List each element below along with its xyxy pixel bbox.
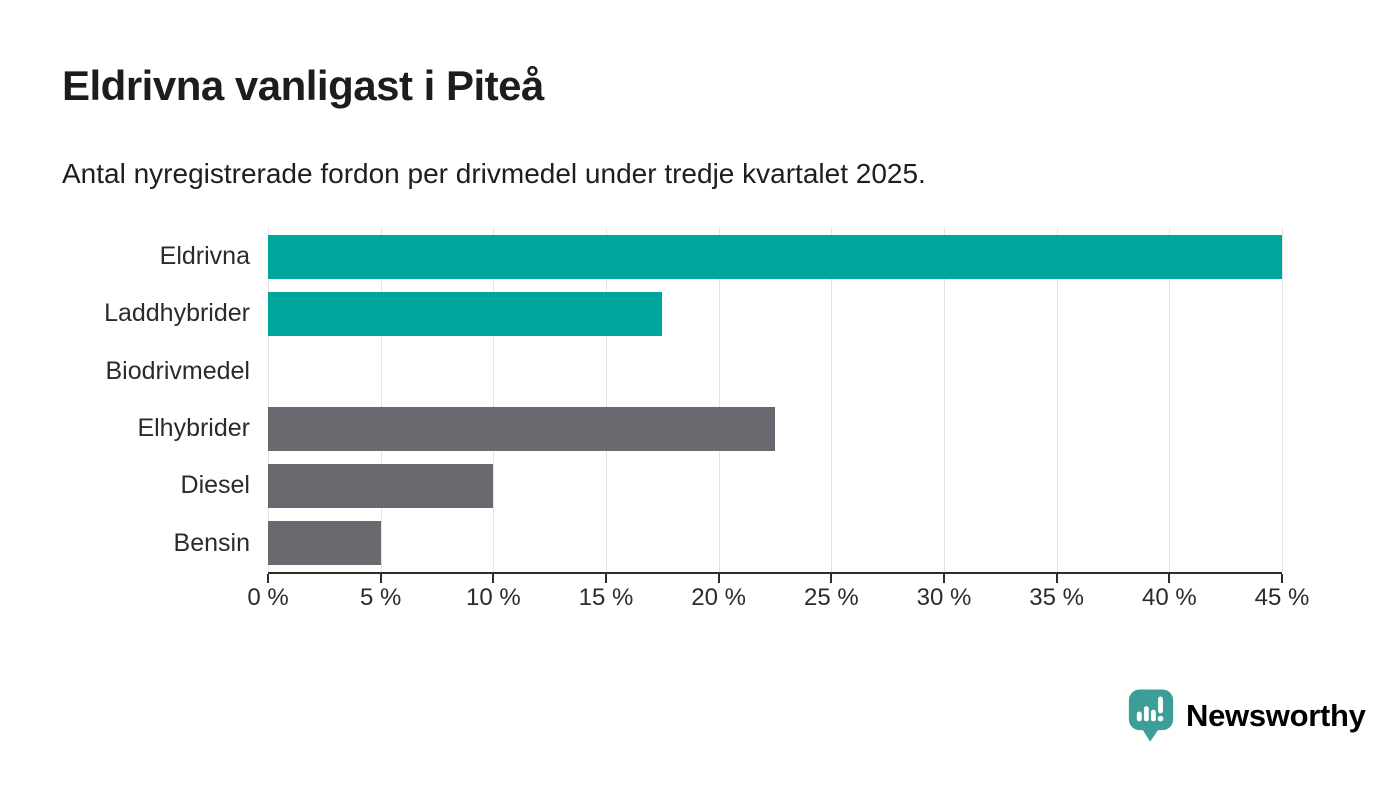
x-tick-label: 0 % xyxy=(247,584,289,611)
x-tick-label: 20 % xyxy=(691,584,747,611)
bar-row xyxy=(268,228,1282,285)
bar-diesel xyxy=(268,463,494,508)
bar-row xyxy=(268,515,1282,572)
category-labels: Eldrivna Laddhybrider Biodrivmedel Elhybrid… xyxy=(0,228,250,572)
x-axis-labels: 0 % 5 % 10 % 15 % 20 % 25 % 30 % 35 % 40 % 45 % xyxy=(247,584,1309,616)
x-tick-label: 40 % xyxy=(1141,584,1197,611)
bar-elhybrider xyxy=(268,406,775,451)
category-label-bensin: Bensin xyxy=(173,528,250,557)
axis-tick xyxy=(830,574,833,583)
x-tick-label: 30 % xyxy=(916,584,972,611)
grid-layer xyxy=(267,228,1283,583)
category-label-laddhybrider: Laddhybrider xyxy=(104,299,250,328)
bar-eldrivna xyxy=(268,234,1282,279)
category-label-diesel: Diesel xyxy=(180,471,250,500)
bar-row xyxy=(268,457,1282,514)
gridline xyxy=(1169,228,1171,572)
gridline xyxy=(606,228,607,572)
axis-tick xyxy=(1055,574,1058,583)
x-tick-label: 10 % xyxy=(465,584,521,611)
bar-row xyxy=(268,400,1282,457)
newsworthy-bubble-icon xyxy=(1128,689,1174,742)
category-label-eldrivna: Eldrivna xyxy=(159,242,250,271)
gridline xyxy=(718,228,720,572)
axis-tick xyxy=(605,574,607,583)
newsworthy-brand-text: Newsworthy xyxy=(1186,698,1366,733)
chart-subtitle: Antal nyregistrerade fordon per drivmede… xyxy=(62,158,926,189)
axis-tick xyxy=(1168,574,1171,583)
x-tick-label: 25 % xyxy=(803,584,859,611)
bar-row xyxy=(268,285,1282,342)
x-tick-label: 35 % xyxy=(1029,584,1085,611)
gridline xyxy=(944,228,945,572)
gridline xyxy=(380,228,382,572)
gridline xyxy=(493,228,495,572)
axis-tick xyxy=(717,574,720,583)
axis-tick xyxy=(1281,574,1283,583)
bars-layer xyxy=(268,228,1282,572)
category-label-elhybrider: Elhybrider xyxy=(137,414,250,443)
bar-laddhybrider xyxy=(268,291,663,336)
gridline xyxy=(831,228,833,572)
axis-tick xyxy=(267,574,269,583)
newsworthy-logo: Newsworthy xyxy=(1128,688,1366,744)
x-tick-label: 45 % xyxy=(1254,584,1310,611)
x-tick-label: 5 % xyxy=(359,584,402,611)
gridline xyxy=(1056,228,1058,572)
bar-row xyxy=(268,343,1282,400)
gridline xyxy=(1282,228,1283,572)
plot-area xyxy=(267,228,1283,583)
axis-tick xyxy=(492,574,495,583)
x-tick-label: 15 % xyxy=(578,584,634,611)
axis-tick xyxy=(379,574,382,583)
gridline xyxy=(268,228,269,572)
bar-bensin xyxy=(268,521,381,566)
page-title: Eldrivna vanligast i Piteå xyxy=(62,62,544,109)
axis-tick xyxy=(943,574,945,583)
category-label-biodrivmedel: Biodrivmedel xyxy=(105,356,250,385)
